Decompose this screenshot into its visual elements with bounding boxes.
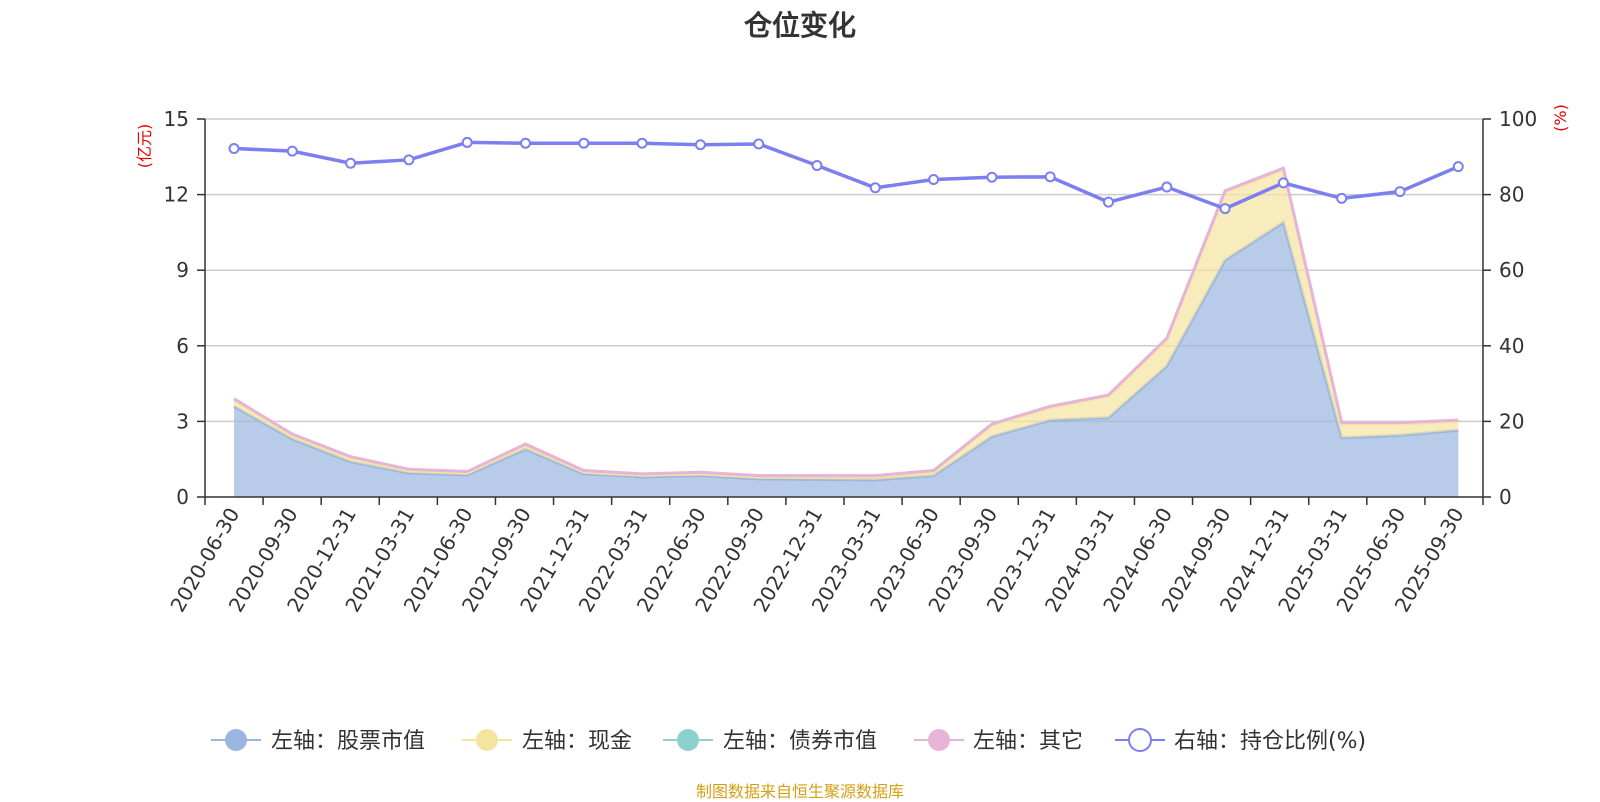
right-tick-label: 100 (1499, 107, 1537, 131)
left-tick-label: 0 (176, 485, 189, 509)
ratio-point (1394, 186, 1406, 198)
left-axis-unit: (亿元) (135, 124, 154, 169)
legend-label: 左轴：债券市值 (723, 729, 877, 754)
ratio-point (1452, 161, 1464, 173)
left-tick-label: 15 (164, 107, 189, 131)
ratio-point (1103, 196, 1114, 208)
legend-swatch-marker (1128, 728, 1152, 752)
ratio-point (1161, 181, 1173, 193)
left-tick-label: 9 (176, 258, 189, 282)
ratio-point (520, 137, 531, 149)
legend-item: 左轴：债券市值 (663, 729, 877, 754)
right-tick-label: 40 (1499, 334, 1524, 358)
ratio-point (286, 145, 298, 157)
legend-swatch-marker (476, 729, 498, 751)
left-tick-label: 3 (176, 409, 189, 433)
ratio-point (403, 154, 415, 166)
legend-swatch-marker (677, 729, 699, 751)
right-tick-label: 20 (1499, 409, 1524, 433)
right-axis-unit: (%) (1551, 104, 1570, 132)
ratio-point (345, 157, 357, 169)
ratio-point (1336, 192, 1348, 204)
legend-item: 右轴：持仓比例(%) (1115, 728, 1366, 754)
area-edge-左轴：其它 (233, 166, 1459, 478)
legend-label: 左轴：股票市值 (271, 729, 425, 754)
legend-label: 左轴：现金 (522, 729, 632, 754)
ratio-point (986, 171, 998, 183)
legend-swatch-marker (928, 729, 950, 751)
stacked-areas (233, 166, 1459, 497)
legend-label: 左轴：其它 (973, 729, 1083, 754)
ratio-point (578, 137, 590, 149)
ratio-point (869, 182, 881, 194)
ratio-point (636, 137, 648, 149)
area-左轴：股票市值 (234, 222, 1459, 497)
ratio-line-path (233, 140, 1459, 211)
legend: 左轴：股票市值 左轴：现金 左轴：债券市值 左轴：其它 右轴：持仓比例(%) (211, 728, 1366, 754)
ratio-point (1219, 203, 1231, 215)
legend-item: 左轴：股票市值 (211, 729, 425, 754)
legend-item: 左轴：其它 (914, 729, 1083, 754)
right-tick-label: 0 (1499, 485, 1512, 509)
left-tick-label: 12 (164, 183, 189, 207)
chart-title: 仓位变化 (743, 9, 856, 42)
left-tick-label: 6 (176, 334, 189, 358)
legend-item: 左轴：现金 (462, 729, 632, 754)
ratio-point (811, 159, 823, 171)
ratio-point (1277, 177, 1289, 189)
ratio-line (228, 136, 1464, 215)
right-tick-label: 60 (1499, 258, 1524, 282)
axes: 03691215020406080100(亿元)(%)2020-06-30202… (135, 104, 1570, 616)
ratio-point (1044, 171, 1056, 183)
ratio-point (928, 173, 940, 185)
right-tick-label: 80 (1499, 183, 1524, 207)
legend-label: 右轴：持仓比例(%) (1174, 729, 1366, 754)
ratio-point (461, 136, 473, 148)
legend-swatch-marker (225, 729, 247, 751)
source-note: 制图数据来自恒生聚源数据库 (695, 782, 904, 801)
ratio-point (694, 139, 706, 151)
ratio-point (228, 142, 240, 154)
ratio-point (753, 138, 765, 150)
